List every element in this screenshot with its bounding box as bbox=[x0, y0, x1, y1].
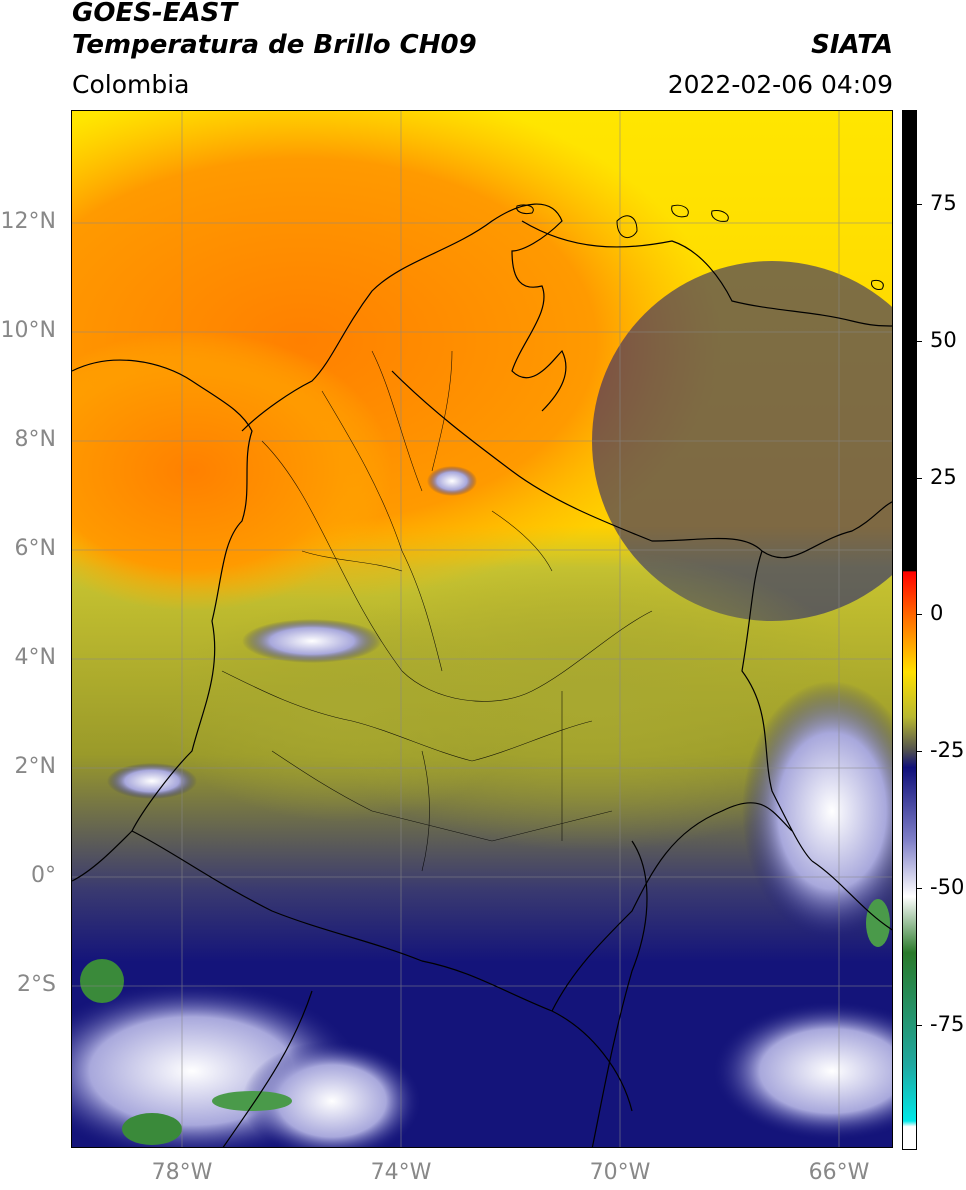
colorbar-tick-minus25: -25 bbox=[930, 738, 965, 762]
lat-tick-2n: 2°N bbox=[14, 754, 56, 779]
satellite-map[interactable] bbox=[71, 110, 893, 1148]
colorbar-tick-25: 25 bbox=[930, 465, 957, 489]
islands bbox=[516, 204, 884, 290]
borders bbox=[72, 203, 892, 1147]
department-borders bbox=[221, 350, 653, 872]
lat-tick-8n: 8°N bbox=[14, 427, 56, 452]
lon-tick-74w: 74°W bbox=[370, 1160, 432, 1185]
lat-tick-0: 0° bbox=[31, 863, 56, 888]
lat-tick-12n: 12°N bbox=[0, 209, 56, 234]
gridlines bbox=[72, 111, 892, 1147]
lat-tick-4n: 4°N bbox=[14, 645, 56, 670]
title-satellite: GOES-EAST bbox=[72, 0, 238, 28]
colorbar-tick-75: 75 bbox=[930, 191, 957, 215]
colorbar-tick-50: 50 bbox=[930, 328, 957, 352]
lon-tick-78w: 78°W bbox=[151, 1160, 213, 1185]
lon-tick-66w: 66°W bbox=[808, 1160, 870, 1185]
region-label: Colombia bbox=[72, 70, 190, 99]
organization-label: SIATA bbox=[811, 30, 893, 60]
timestamp-label: 2022-02-06 04:09 bbox=[667, 70, 893, 99]
lon-tick-70w: 70°W bbox=[589, 1160, 651, 1185]
lat-tick-6n: 6°N bbox=[14, 536, 56, 561]
map-canvas bbox=[72, 111, 892, 1147]
colorbar-tick-minus75: -75 bbox=[930, 1012, 965, 1036]
lat-tick-2s: 2°S bbox=[17, 972, 56, 997]
lat-tick-10n: 10°N bbox=[0, 318, 56, 343]
colorbar bbox=[902, 110, 917, 1150]
colorbar-tick-0: 0 bbox=[930, 601, 944, 625]
title-product: Temperatura de Brillo CH09 bbox=[72, 30, 477, 60]
colorbar-tick-minus50: -50 bbox=[930, 875, 965, 899]
